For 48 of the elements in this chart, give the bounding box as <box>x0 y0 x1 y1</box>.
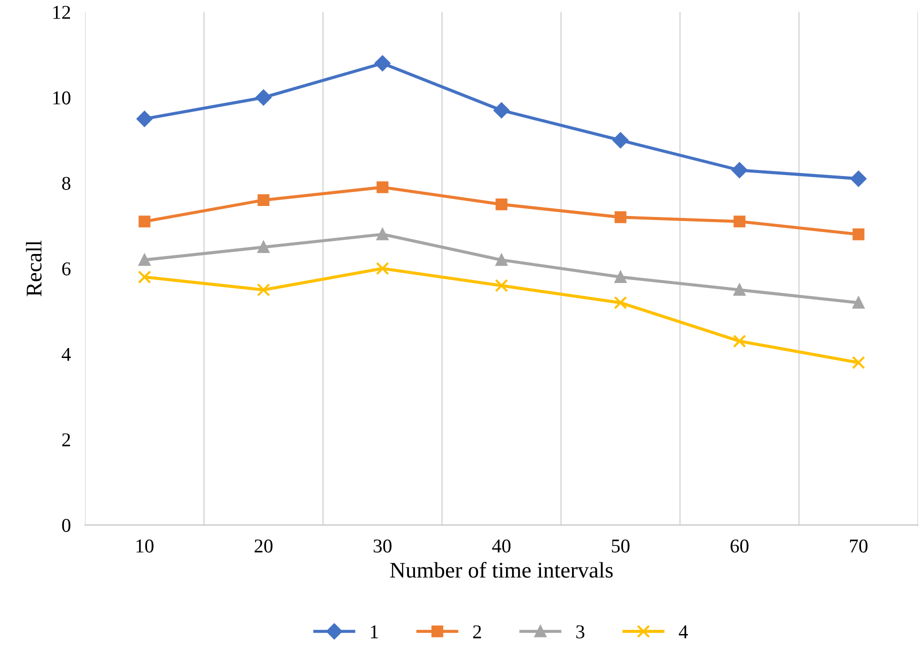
point <box>850 170 866 187</box>
y-tick-label: 4 <box>62 348 71 361</box>
point <box>374 55 390 72</box>
point <box>496 198 508 210</box>
y-axis-title: Recall <box>26 240 42 296</box>
x-axis-title: Number of time intervals <box>390 562 613 578</box>
point <box>138 216 150 228</box>
point <box>732 334 746 348</box>
legend-label: 2 <box>473 625 481 638</box>
point <box>258 241 270 254</box>
legend-label: 1 <box>370 625 378 638</box>
point <box>256 90 272 106</box>
y-tick-label: 12 <box>53 6 70 19</box>
point <box>852 228 864 240</box>
y-tick-label: 10 <box>53 91 70 104</box>
point <box>852 356 866 370</box>
y-tick-label: 6 <box>62 262 71 276</box>
point <box>138 254 150 266</box>
point <box>852 296 864 309</box>
legend-label: 3 <box>576 625 584 638</box>
legend-label: 4 <box>678 625 688 638</box>
point <box>612 132 628 148</box>
point <box>494 102 510 118</box>
x-tick-label: 20 <box>254 539 272 553</box>
point <box>734 284 746 296</box>
y-tick-label: 8 <box>62 176 70 190</box>
y-tick-label: 2 <box>62 433 70 446</box>
point <box>494 279 508 292</box>
point <box>376 228 388 240</box>
point <box>734 216 746 228</box>
y-tick-label: 0 <box>62 518 70 532</box>
x-tick-label: 50 <box>612 539 630 553</box>
point <box>614 296 628 310</box>
point <box>258 194 270 206</box>
x-tick-label: 60 <box>730 539 748 553</box>
x-tick-label: 40 <box>492 539 510 553</box>
x-tick-label: 10 <box>136 539 154 553</box>
point <box>138 270 152 284</box>
point <box>376 181 388 194</box>
point <box>136 110 152 127</box>
point <box>614 271 626 283</box>
point <box>732 162 748 178</box>
point <box>256 283 270 296</box>
point <box>376 262 390 276</box>
x-tick-label: 30 <box>374 539 392 553</box>
point <box>614 211 626 224</box>
point <box>496 254 508 266</box>
x-tick-label: 70 <box>850 539 868 553</box>
